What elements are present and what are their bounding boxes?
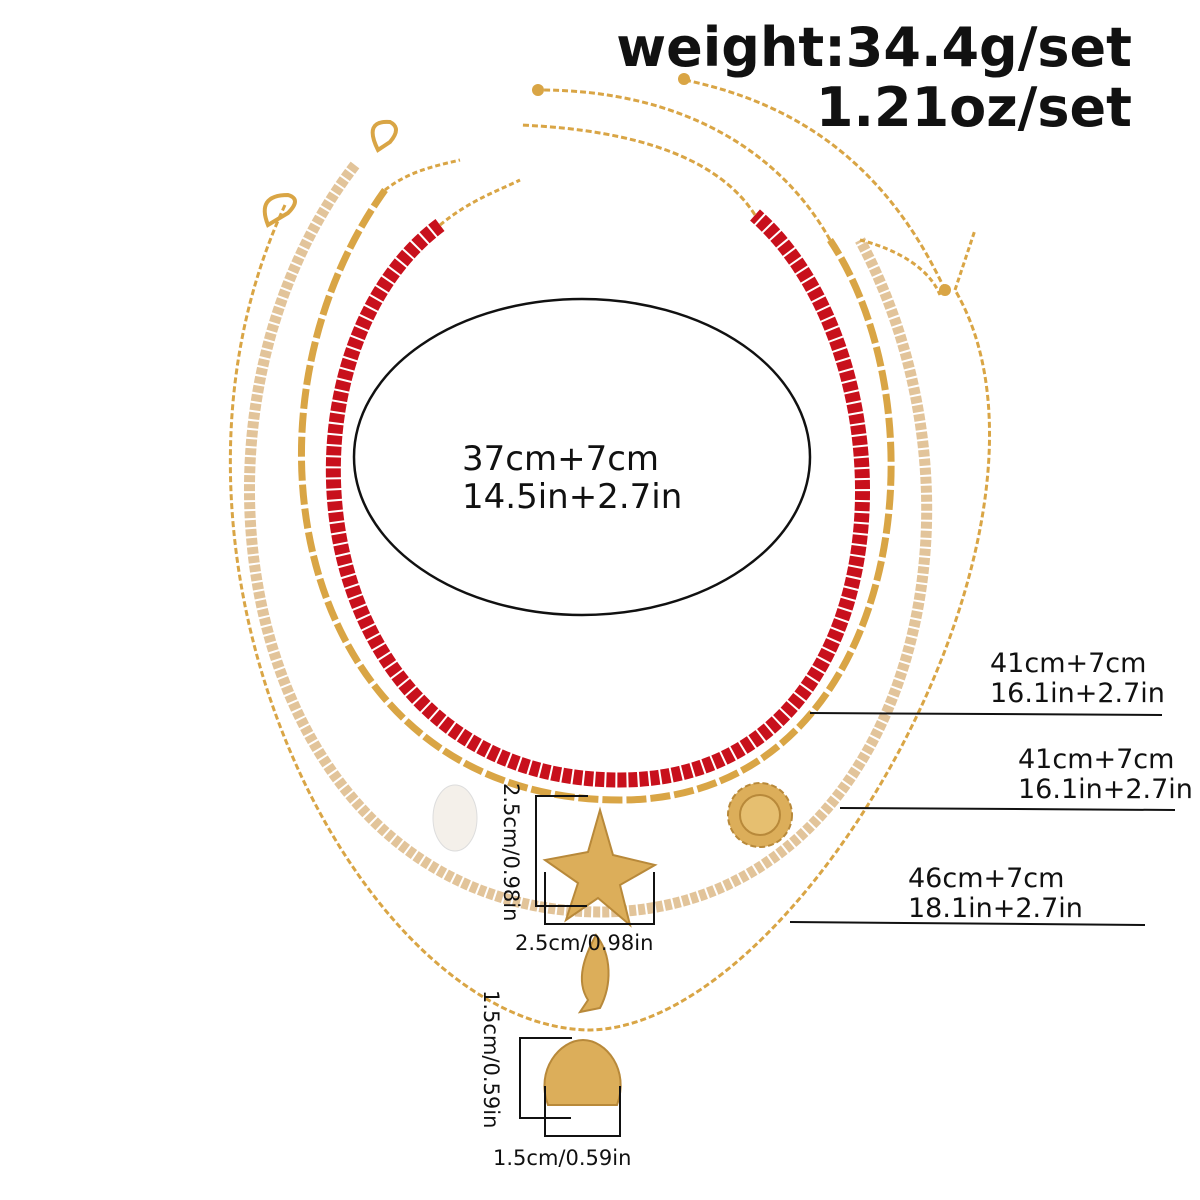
lobster-clasp-icon [262, 192, 297, 228]
inner-diameter-ellipse [352, 297, 812, 617]
starfish-pendant [542, 806, 658, 928]
pearl-pendant [432, 784, 478, 852]
inner-length-in: 14.5in+2.7in [462, 477, 682, 517]
inner-length-cm: 37cm+7cm [462, 439, 659, 479]
weight-grams: weight:34.4g/set [616, 16, 1132, 79]
shell-width-label: 1.5cm/0.59in [493, 1146, 631, 1170]
length-label-1-cm: 41cm+7cm [990, 648, 1146, 679]
thin-chain-necklace [228, 192, 992, 1032]
dimension-brackets [519, 795, 655, 1137]
length-label-1-in: 16.1in+2.7in [990, 678, 1165, 709]
length-label-2-cm: 41cm+7cm [1018, 744, 1174, 775]
paperclip-chain-necklace [297, 84, 895, 804]
red-bead-necklace [325, 73, 951, 788]
fish-pendant [577, 933, 610, 1014]
length-label-2-in: 16.1in+2.7in [1018, 774, 1193, 805]
length-label-3-in: 18.1in+2.7in [908, 893, 1083, 924]
lobster-clasp-icon [370, 119, 398, 153]
shell-height-label: 1.5cm/0.59in [479, 990, 503, 1128]
beige-bead-necklace [243, 119, 942, 918]
sun-pendant [727, 782, 793, 848]
weight-ounces: 1.21oz/set [816, 76, 1132, 139]
starfish-height-label: 2.5cm/0.98in [499, 783, 523, 921]
length-label-3-cm: 46cm+7cm [908, 863, 1064, 894]
leader-lines [789, 712, 1176, 926]
shell-pendant [543, 1038, 622, 1106]
starfish-width-label: 2.5cm/0.98in [515, 931, 653, 955]
